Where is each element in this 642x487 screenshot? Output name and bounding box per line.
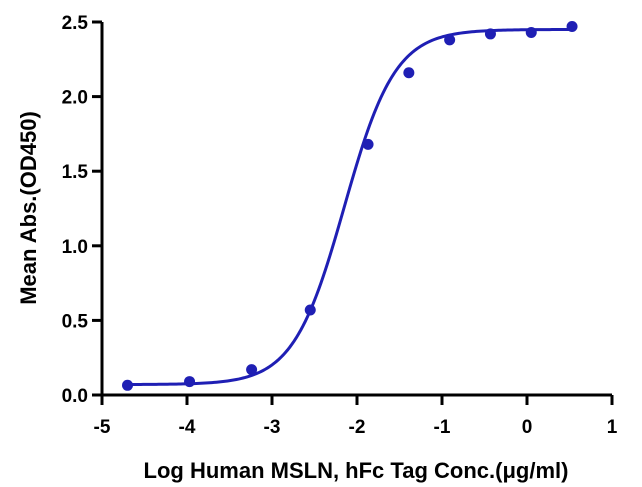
y-axis-title: Mean Abs.(OD450)	[16, 111, 41, 305]
data-point	[184, 376, 196, 388]
x-axis-title: Log Human MSLN, hFc Tag Conc.(μg/ml)	[144, 458, 569, 483]
y-axis: 0.0 0.5 1.0 1.5 2.0 2.5	[62, 13, 104, 407]
y-tick-label: 2.0	[62, 88, 88, 109]
x-axis: -5 -4 -3 -2 -1 0 1	[94, 393, 618, 438]
y-tick-label: 0.5	[62, 311, 89, 332]
data-point	[484, 28, 496, 40]
y-tick-label: 1.5	[62, 162, 89, 183]
x-tick-label: -3	[264, 417, 281, 438]
data-points	[122, 20, 578, 391]
data-point	[403, 67, 415, 79]
x-tick-label: 0	[522, 417, 533, 438]
y-tick-label: 1.0	[62, 237, 88, 258]
x-tick-label: -1	[434, 417, 451, 438]
data-point	[304, 304, 316, 316]
x-tick-label: 1	[607, 417, 618, 438]
plot-area	[122, 20, 578, 391]
x-tick-label: -4	[179, 417, 196, 438]
x-tick-label: -2	[349, 417, 366, 438]
data-point	[525, 26, 537, 38]
y-tick-label: 0.0	[62, 386, 88, 407]
data-point	[362, 138, 374, 150]
data-point	[246, 364, 258, 376]
y-tick-label: 2.5	[62, 13, 89, 34]
data-point	[122, 379, 133, 391]
x-tick-label: -5	[94, 417, 111, 438]
data-point	[444, 34, 456, 46]
fit-curve	[127, 28, 573, 386]
data-point	[566, 20, 578, 32]
